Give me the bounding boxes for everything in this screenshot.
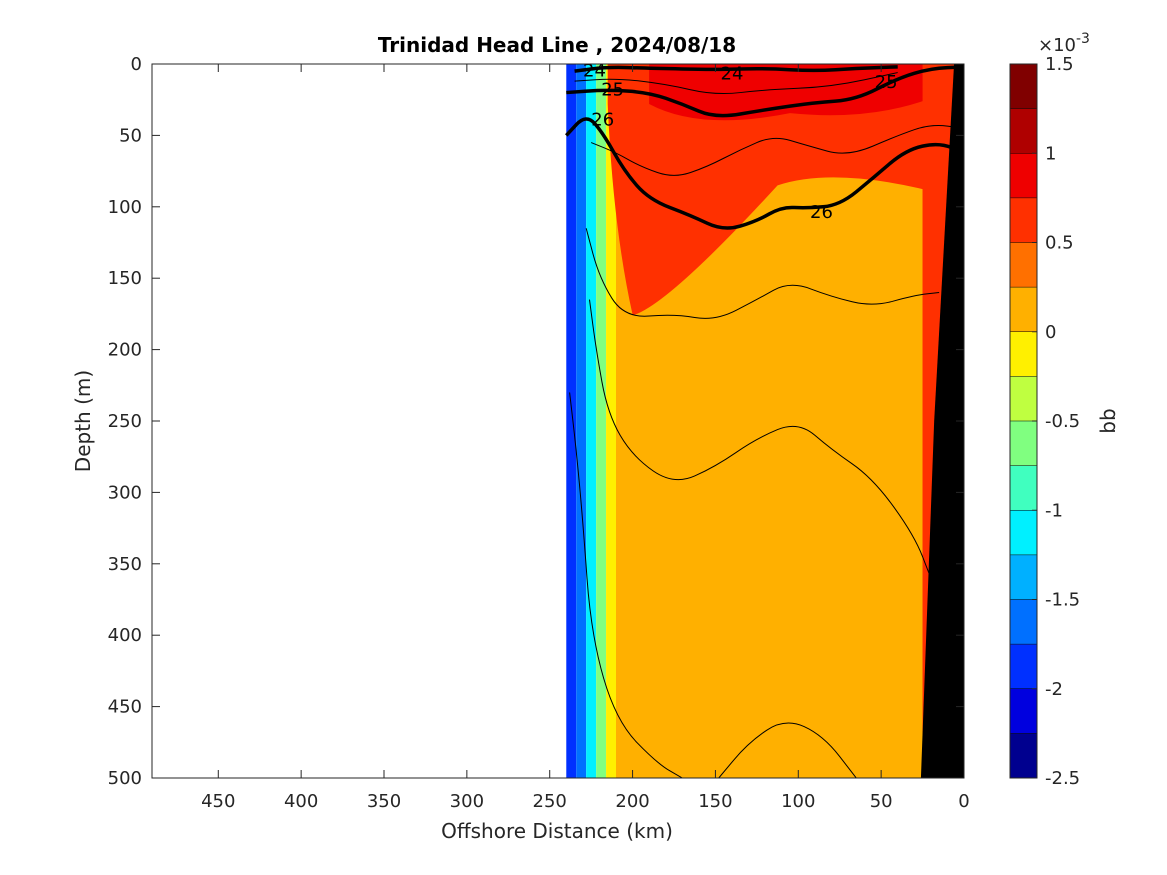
x-tick-label: 350 (367, 791, 401, 812)
colorbar-swatch (1010, 108, 1037, 154)
y-tick-label: 200 (108, 340, 142, 361)
field-band (606, 64, 616, 778)
y-tick-label: 500 (108, 768, 142, 789)
seafloor-mask (920, 64, 964, 778)
chart-title: Trinidad Head Line , 2024/08/18 (378, 33, 736, 57)
colorbar-swatch (1010, 64, 1037, 109)
field-region-core-high (649, 64, 931, 121)
x-tick-label: 0 (958, 791, 969, 812)
density-contour-thin (574, 72, 898, 94)
x-tick-label: 250 (533, 791, 567, 812)
colorbar-tick-label: 0 (1045, 322, 1056, 343)
x-tick-label: 200 (615, 791, 649, 812)
x-tick-label: 450 (201, 791, 235, 812)
y-axis-label: Depth (m) (71, 370, 95, 472)
density-contour-thin (718, 722, 857, 778)
colorbar-tick-label: -2 (1045, 679, 1063, 700)
y-tick-label: 0 (131, 54, 142, 75)
colorbar-exponent-label: ×10-3 (1038, 31, 1090, 56)
colorbar-swatch (1010, 599, 1037, 645)
field-band (576, 64, 587, 778)
field-band (586, 64, 597, 778)
colorbar-swatch (1010, 644, 1037, 689)
colorbar-tick-label: -1 (1045, 500, 1063, 521)
colorbar-swatch (1010, 376, 1037, 421)
density-contour-26 (565, 117, 964, 230)
contour-label: 24 (721, 64, 744, 85)
y-tick-label: 400 (108, 625, 142, 646)
colorbar-swatch (1010, 733, 1037, 778)
y-tick-label: 100 (108, 197, 142, 218)
contour-label: 25 (875, 72, 898, 93)
colorbar-swatch (1010, 331, 1037, 377)
y-tick-label: 50 (119, 125, 142, 146)
x-tick-label: 50 (870, 791, 893, 812)
x-tick-label: 400 (284, 791, 318, 812)
colorbar-swatch (1010, 242, 1037, 288)
field-band (596, 64, 607, 778)
contour-label: 26 (591, 109, 614, 130)
colorbar-swatch (1010, 510, 1037, 555)
colorbar-swatch (1010, 421, 1037, 466)
colorbar-label: bb (1096, 408, 1120, 433)
field-band (566, 64, 577, 778)
colorbar-tick-label: 0.5 (1045, 233, 1074, 254)
density-contour-thin (590, 125, 964, 176)
colorbar-tick-label: -2.5 (1045, 768, 1080, 789)
contour-label: 25 (601, 79, 624, 100)
y-tick-label: 350 (108, 554, 142, 575)
contour-label: 26 (810, 202, 833, 223)
colorbar-swatch (1010, 287, 1037, 332)
colorbar-tick-label: 1 (1045, 143, 1056, 164)
colorbar-swatch (1010, 465, 1037, 511)
colorbar-tick-label: -1.5 (1045, 590, 1080, 611)
density-contour-thin (569, 392, 683, 778)
colorbar-swatch (1010, 554, 1037, 600)
colorbar-tick-label: -0.5 (1045, 411, 1080, 432)
y-tick-label: 150 (108, 268, 142, 289)
colorbar-swatch (1010, 197, 1037, 243)
density-contour-thin (585, 228, 940, 319)
density-contour-25 (566, 65, 964, 118)
y-tick-label: 450 (108, 697, 142, 718)
colorbar-tick-label: 1.5 (1045, 54, 1074, 75)
colorbar-exponent-base: ×10 (1038, 35, 1076, 56)
colorbar-swatch (1010, 153, 1037, 198)
x-tick-label: 300 (450, 791, 484, 812)
x-tick-label: 150 (698, 791, 732, 812)
x-tick-label: 100 (781, 791, 815, 812)
field-region-surface-high (607, 64, 948, 316)
density-contour-thin (588, 299, 932, 579)
y-tick-label: 300 (108, 482, 142, 503)
contour-label: 24 (583, 61, 606, 82)
colorbar-exponent-power: -3 (1076, 31, 1090, 47)
x-axis-label: Offshore Distance (km) (441, 819, 673, 843)
y-tick-label: 250 (108, 411, 142, 432)
colorbar-swatch (1010, 688, 1037, 734)
density-contour-24 (574, 65, 898, 73)
